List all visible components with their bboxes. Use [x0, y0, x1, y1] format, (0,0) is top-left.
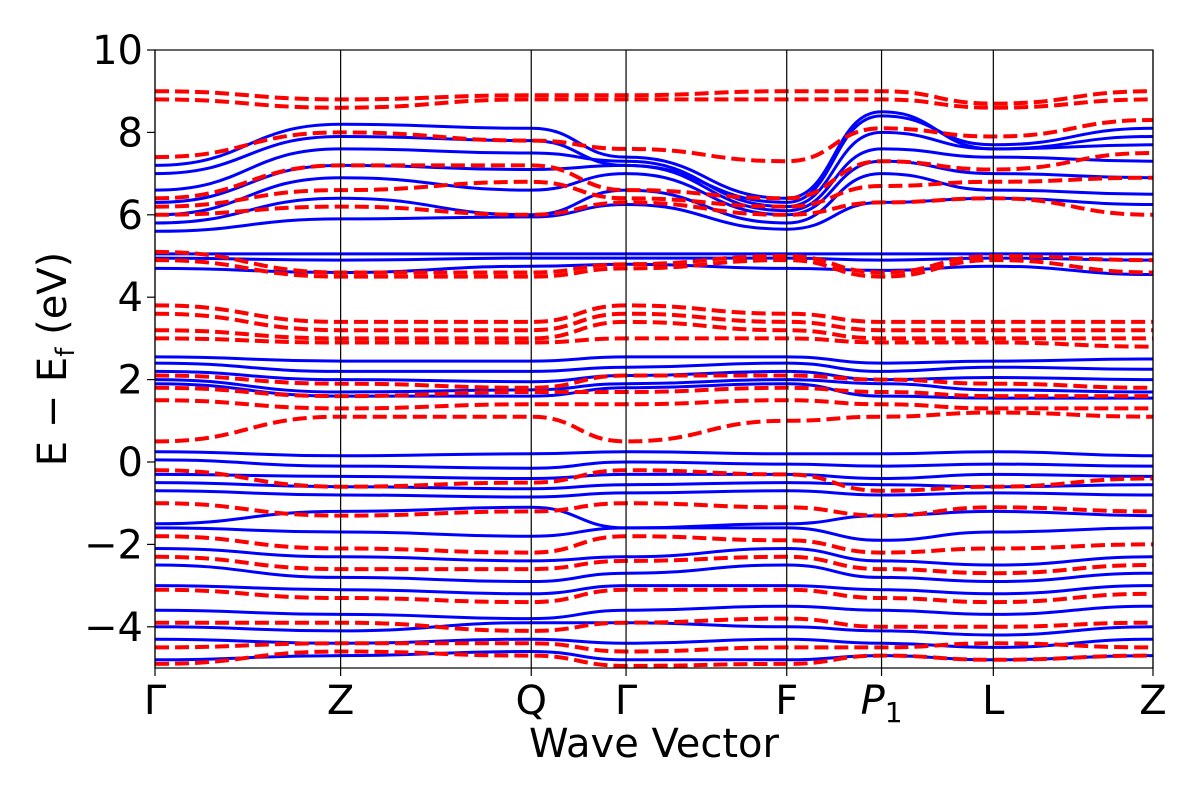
x-tick-label: L: [982, 678, 1005, 724]
x-axis: Γ Z Q Γ F P1 L Z: [144, 668, 1167, 729]
y-tick-label: −2: [84, 522, 143, 568]
band-line-dashed: [155, 196, 1153, 217]
y-tick-label: 4: [118, 275, 143, 321]
y-axis-title-subscript: f: [51, 347, 81, 357]
x-tick-label: F: [775, 678, 798, 724]
y-tick-label: 6: [118, 193, 143, 239]
y-tick-label: 0: [118, 440, 143, 486]
y-tick-label: 10: [92, 28, 143, 74]
x-tick-label: Z: [1139, 678, 1166, 724]
x-tick-label: Γ: [144, 678, 167, 724]
y-tick-label: 2: [118, 358, 143, 404]
y-axis-title-main: E − E: [30, 357, 76, 467]
plot-frame: [154, 49, 1154, 669]
y-tick-label: 8: [118, 110, 143, 156]
x-tick-label: Q: [516, 678, 547, 724]
band-line-solid: [155, 114, 1153, 204]
x-tick-label: Z: [327, 678, 354, 724]
y-axis-title-unit: (eV): [30, 252, 76, 348]
y-axis: −4 −2 0 2 4 6 8 10: [84, 28, 155, 651]
x-axis-title: Wave Vector: [529, 721, 780, 767]
y-tick-label: −4: [84, 605, 143, 651]
y-axis-title: E − Ef (eV): [30, 252, 81, 467]
x-tick-label: P1: [861, 678, 903, 729]
x-tick-label: Γ: [615, 678, 638, 724]
